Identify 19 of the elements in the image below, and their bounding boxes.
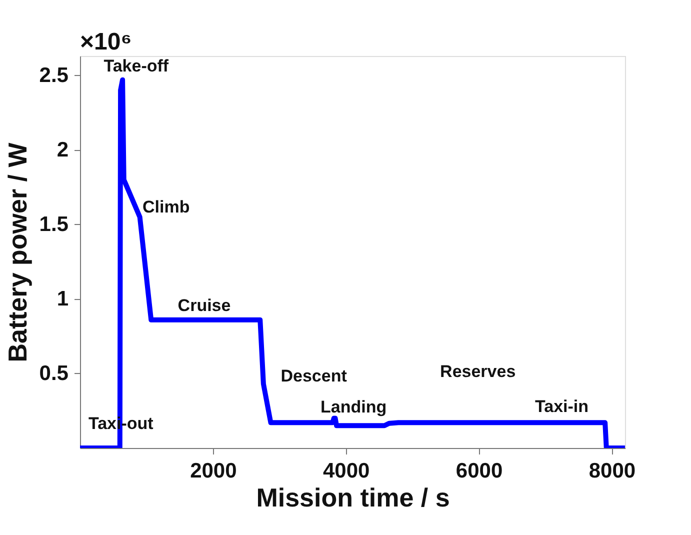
annotation: Descent bbox=[280, 366, 348, 386]
y-axis-title: Battery power / W bbox=[2, 142, 32, 362]
y-tick-label: 1.5 bbox=[39, 212, 69, 236]
x-axis-title: Mission time / s bbox=[256, 482, 450, 512]
annotation: Climb bbox=[142, 197, 190, 216]
x-tick-label: 4000 bbox=[322, 460, 370, 482]
y-tick-label: 0.5 bbox=[39, 362, 69, 385]
x-tick-label: 6000 bbox=[456, 460, 503, 482]
annotation: Take-off bbox=[104, 56, 169, 76]
annotation: Reserves bbox=[440, 362, 516, 381]
text: ×10⁶ bbox=[80, 28, 132, 56]
y-tick-label: 1 bbox=[56, 287, 69, 310]
y-tick-label: 2.5 bbox=[39, 64, 69, 87]
y-tick-label: 2 bbox=[56, 138, 68, 162]
annotation: Landing bbox=[320, 398, 387, 417]
x-tick-label: 2000 bbox=[190, 460, 237, 482]
x-tick-label: 8000 bbox=[588, 460, 636, 482]
annotation: Taxi-in bbox=[535, 396, 589, 416]
annotation: Cruise bbox=[178, 296, 231, 316]
